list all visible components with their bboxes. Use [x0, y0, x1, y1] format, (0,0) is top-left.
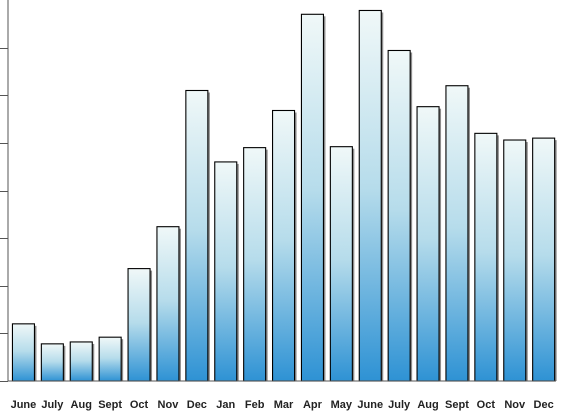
x-tick-label: Oct: [477, 399, 496, 411]
x-tick-label: June: [357, 399, 383, 411]
x-tick-label: May: [331, 399, 353, 411]
x-tick-label: Sept: [98, 399, 122, 411]
bar-nov-17: [503, 139, 527, 382]
bar-july-13: [387, 49, 411, 382]
x-tick-label: Nov: [504, 399, 526, 411]
x-tick-label: Dec: [534, 399, 554, 411]
x-tick-label: Oct: [130, 399, 149, 411]
x-tick-label: Nov: [158, 399, 180, 411]
bar-sept-3: [98, 336, 122, 382]
x-tick-label: Aug: [71, 399, 92, 411]
bar-may-11: [329, 146, 353, 382]
x-tick-label: Feb: [245, 399, 265, 411]
bar-mar-9: [271, 109, 296, 382]
bar-june-0: [11, 323, 35, 382]
x-tick-label: July: [41, 399, 64, 411]
bar-oct-16: [474, 132, 498, 382]
bar-sept-15: [445, 85, 469, 382]
x-tick-label: Apr: [303, 399, 323, 411]
bar-dec-6: [185, 89, 209, 382]
bar-oct-4: [127, 268, 151, 382]
bar-nov-5: [156, 226, 180, 382]
y-axis-ticks: [0, 48, 8, 382]
x-tick-label: Mar: [274, 399, 294, 411]
x-tick-label: Sept: [445, 399, 469, 411]
x-tick-label: July: [388, 399, 411, 411]
bar-dec-18: [532, 137, 556, 382]
x-tick-label: Dec: [187, 399, 207, 411]
bar-july-1: [40, 343, 64, 382]
x-tick-label: June: [11, 399, 37, 411]
bars: [11, 9, 556, 382]
x-tick-label: Aug: [417, 399, 438, 411]
bar-aug-2: [69, 341, 93, 382]
x-tick-label: Jan: [216, 399, 235, 411]
bar-jan-7: [214, 161, 238, 382]
x-axis-labels: June July Aug Sept Oct Nov Dec Jan Feb Mar Apr May J…: [11, 399, 554, 411]
bar-apr-10: [300, 13, 325, 382]
bar-june-12: [358, 9, 382, 382]
bar-aug-14: [416, 106, 440, 382]
bar-feb-8: [243, 147, 267, 382]
